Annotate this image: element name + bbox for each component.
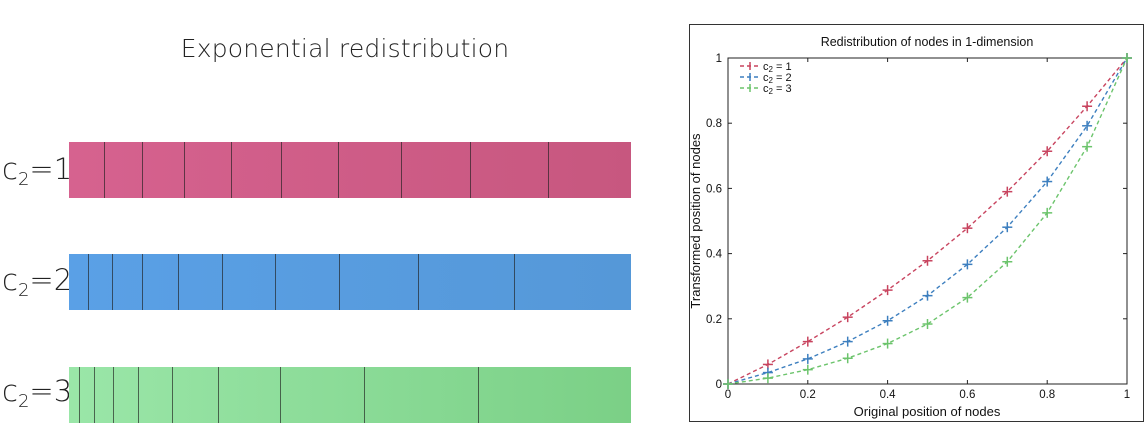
node-divider <box>88 254 90 310</box>
y-tick-label: 0.8 <box>706 118 722 130</box>
chart-title: Redistribution of nodes in 1-dimension <box>821 35 1034 49</box>
bar-label-c2-2: c2=2 <box>2 263 72 301</box>
node-divider <box>418 254 420 310</box>
data-point <box>842 353 853 364</box>
data-point <box>962 259 973 270</box>
data-point <box>882 285 893 296</box>
node-divider <box>172 367 174 423</box>
node-divider <box>177 254 179 310</box>
data-point <box>842 336 853 347</box>
node-divider <box>470 142 472 198</box>
node-divider <box>400 142 402 198</box>
node-divider <box>104 142 106 198</box>
chart-frame <box>689 24 1144 422</box>
series-line <box>727 57 1128 385</box>
y-tick-label: 0 <box>716 379 722 391</box>
y-tick-group: 0 0.2 0.4 0.6 0.8 1 <box>706 53 1127 391</box>
data-point <box>1002 256 1013 267</box>
x-tick-label: 0.2 <box>800 389 816 401</box>
y-axis-label: Transformed position of nodes <box>688 133 703 309</box>
data-point <box>1042 146 1053 157</box>
x-tick-label: 0.4 <box>880 389 897 401</box>
data-point <box>1042 176 1053 187</box>
node-divider <box>93 367 95 423</box>
bar-label-main: c <box>2 152 18 186</box>
data-point <box>882 315 893 326</box>
bar-label-c2-1: c2=1 <box>2 152 72 190</box>
node-divider <box>279 367 281 423</box>
x-tick-label: 0 <box>725 389 731 401</box>
data-point <box>723 379 733 389</box>
data-point <box>922 290 933 301</box>
node-divider <box>79 367 81 423</box>
bar-label-sub: 2 <box>17 169 30 190</box>
legend-label: c2 = 2 <box>763 72 792 85</box>
data-point <box>1082 120 1093 131</box>
y-tick-label: 1 <box>716 53 722 65</box>
node-divider <box>113 367 115 423</box>
node-bar-c2-2 <box>69 254 631 310</box>
bar-label-sub: 2 <box>17 280 30 301</box>
x-axis-label: Original position of nodes <box>854 404 1001 419</box>
node-divider <box>337 142 339 198</box>
data-point <box>1082 141 1093 152</box>
data-point <box>1002 186 1013 197</box>
node-divider <box>275 254 277 310</box>
data-point <box>802 353 813 364</box>
bar-label-rest: =3 <box>29 374 73 408</box>
data-point <box>1042 207 1053 218</box>
node-divider <box>514 254 516 310</box>
node-divider <box>184 142 186 198</box>
series-group <box>723 53 1132 389</box>
node-divider <box>364 367 366 423</box>
left-title: Exponential redistribution <box>180 34 510 63</box>
x-tick-label: 0.8 <box>1039 389 1055 401</box>
node-divider <box>477 367 479 423</box>
node-divider <box>221 254 223 310</box>
y-tick-label: 0.4 <box>706 249 723 261</box>
legend-label: c2 = 1 <box>763 61 792 74</box>
legend: c2 = 1c2 = 2c2 = 3 <box>740 61 792 96</box>
x-tick-label: 1 <box>1124 389 1130 401</box>
node-divider <box>217 367 219 423</box>
node-divider <box>141 254 143 310</box>
series-line <box>727 57 1128 385</box>
y-tick-label: 0.6 <box>706 183 722 195</box>
node-bar-c2-1 <box>69 142 631 198</box>
plot-area <box>727 57 1128 385</box>
data-point <box>842 312 853 323</box>
data-point <box>962 292 973 303</box>
bar-label-sub: 2 <box>17 391 30 412</box>
node-divider <box>138 367 140 423</box>
data-point <box>1122 53 1132 63</box>
data-point <box>922 319 933 330</box>
data-point <box>922 255 933 266</box>
bar-label-main: c <box>2 263 18 297</box>
node-bar-c2-3 <box>69 367 631 423</box>
bar-label-main: c <box>2 374 18 408</box>
x-tick-label: 0.6 <box>959 389 975 401</box>
data-point <box>762 373 773 384</box>
data-point <box>882 338 893 349</box>
node-divider <box>547 142 549 198</box>
bar-label-rest: =1 <box>29 152 73 186</box>
bar-label-rest: =2 <box>29 263 73 297</box>
x-tick-group: 0 0.2 0.4 0.6 0.8 1 <box>725 58 1130 401</box>
node-divider <box>112 254 114 310</box>
bar-label-c2-3: c2=3 <box>2 374 72 412</box>
data-point <box>1002 222 1013 233</box>
legend-label: c2 = 3 <box>763 83 792 96</box>
series-line <box>727 57 1128 385</box>
node-divider <box>230 142 232 198</box>
y-tick-label: 0.2 <box>706 314 722 326</box>
node-divider <box>281 142 283 198</box>
node-divider <box>142 142 144 198</box>
node-divider <box>339 254 341 310</box>
data-point <box>802 336 813 347</box>
data-point <box>1082 101 1093 112</box>
data-point <box>962 223 973 234</box>
data-point <box>802 364 813 375</box>
